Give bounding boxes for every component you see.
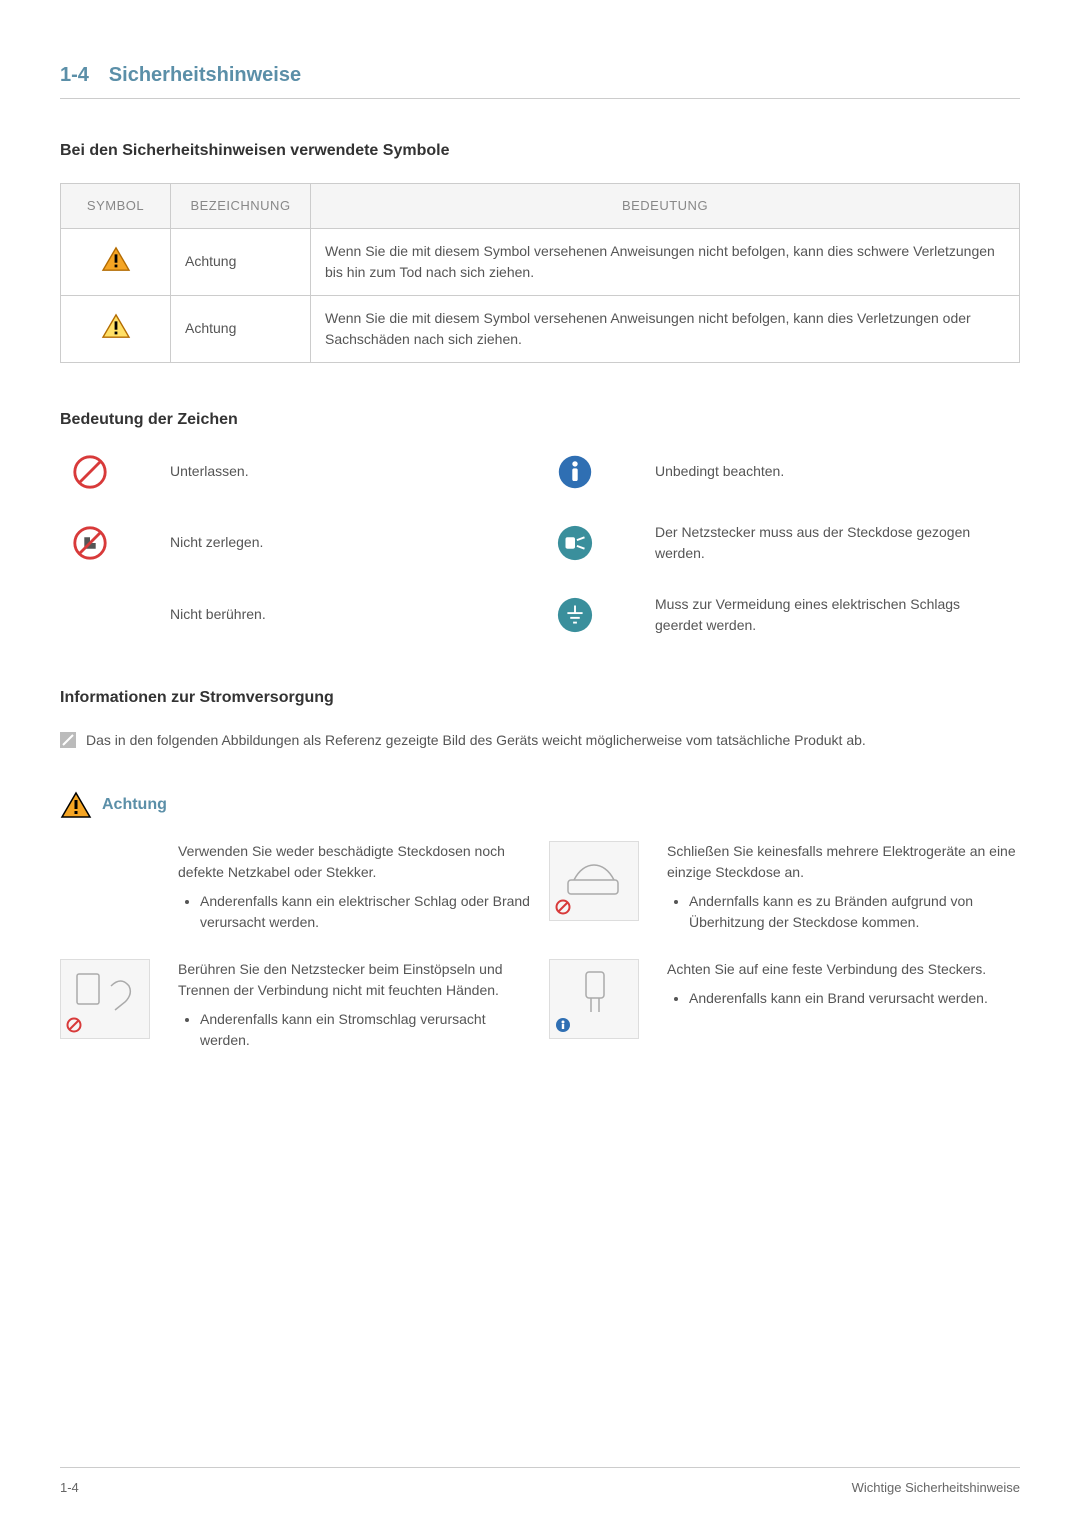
safety-main-text: Berühren Sie den Netzstecker beim Einstö… bbox=[178, 959, 531, 1001]
sign-label: Unterlassen. bbox=[170, 461, 515, 482]
note-row: Das in den folgenden Abbildungen als Ref… bbox=[60, 730, 1020, 751]
symbol-table: SYMBOL BEZEICHNUNG BEDEUTUNG Achtung Wen… bbox=[60, 183, 1020, 363]
safety-image-placeholder bbox=[549, 841, 639, 921]
ground-icon bbox=[555, 595, 595, 635]
table-col-meaning: BEDEUTUNG bbox=[311, 184, 1020, 229]
safety-main-text: Achten Sie auf eine feste Verbindung des… bbox=[667, 959, 1020, 980]
powerstrip-sketch-icon bbox=[564, 850, 626, 902]
power-heading: Informationen zur Stromversorgung bbox=[60, 686, 1020, 710]
safety-main-text: Schließen Sie keinesfalls mehrere Elektr… bbox=[667, 841, 1020, 883]
mandatory-info-icon bbox=[555, 452, 595, 492]
safety-text: Achten Sie auf eine feste Verbindung des… bbox=[667, 959, 1020, 1013]
section-title: Sicherheitshinweise bbox=[109, 64, 301, 86]
safety-bullet: Andernfalls kann es zu Bränden aufgrund … bbox=[689, 891, 1020, 933]
section-header: 1-4 Sicherheitshinweise bbox=[60, 60, 1020, 99]
meaning-cell: Wenn Sie die mit diesem Symbol versehene… bbox=[311, 295, 1020, 362]
no-touch-icon bbox=[70, 595, 110, 635]
safety-image-placeholder bbox=[60, 959, 150, 1039]
designation-cell: Achtung bbox=[171, 228, 311, 295]
table-row: Achtung Wenn Sie die mit diesem Symbol v… bbox=[61, 228, 1020, 295]
unplug-icon bbox=[555, 523, 595, 563]
signs-heading: Bedeutung der Zeichen bbox=[60, 408, 1020, 432]
meaning-cell: Wenn Sie die mit diesem Symbol versehene… bbox=[311, 228, 1020, 295]
wet-hand-plug-sketch-icon bbox=[71, 966, 141, 1024]
safety-bullet: Anderenfalls kann ein Stromschlag verurs… bbox=[200, 1009, 531, 1051]
sign-label: Der Netzstecker muss aus der Steckdose g… bbox=[655, 522, 1000, 564]
safety-image-placeholder bbox=[60, 841, 150, 921]
designation-cell: Achtung bbox=[171, 295, 311, 362]
sign-grid: Unterlassen. Unbedingt beachten. Nicht z… bbox=[60, 452, 1020, 636]
footer-left: 1-4 bbox=[60, 1478, 79, 1498]
warning-triangle-filled-icon bbox=[101, 246, 131, 272]
symbols-heading: Bei den Sicherheitshinweisen verwendete … bbox=[60, 139, 1020, 163]
safety-text: Verwenden Sie weder beschädigte Steckdos… bbox=[178, 841, 531, 937]
note-icon bbox=[60, 732, 76, 748]
note-text: Das in den folgenden Abbildungen als Ref… bbox=[86, 730, 866, 751]
sign-label: Nicht berühren. bbox=[170, 604, 515, 625]
no-disassemble-icon bbox=[70, 523, 110, 563]
section-number: 1-4 bbox=[60, 64, 89, 86]
achtung-heading: Achtung bbox=[60, 791, 1020, 819]
footer-right: Wichtige Sicherheitshinweise bbox=[852, 1478, 1020, 1498]
safety-bullet: Anderenfalls kann ein Brand verursacht w… bbox=[689, 988, 1020, 1009]
sign-label: Unbedingt beachten. bbox=[655, 461, 1000, 482]
warning-triangle-icon bbox=[60, 791, 92, 819]
table-row: Achtung Wenn Sie die mit diesem Symbol v… bbox=[61, 295, 1020, 362]
achtung-label: Achtung bbox=[102, 793, 167, 817]
sign-label: Muss zur Vermeidung eines elektrischen S… bbox=[655, 594, 1000, 636]
symbol-cell bbox=[61, 228, 171, 295]
plug-firm-sketch-icon bbox=[568, 968, 622, 1024]
page-container: 1-4 Sicherheitshinweise Bei den Sicherhe… bbox=[0, 0, 1080, 1527]
safety-grid: Verwenden Sie weder beschädigte Steckdos… bbox=[60, 841, 1020, 1055]
power-section: Informationen zur Stromversorgung Das in… bbox=[60, 686, 1020, 1055]
table-col-symbol: SYMBOL bbox=[61, 184, 171, 229]
safety-bullet: Anderenfalls kann ein elektrischer Schla… bbox=[200, 891, 531, 933]
safety-image-placeholder bbox=[549, 959, 639, 1039]
safety-text: Schließen Sie keinesfalls mehrere Elektr… bbox=[667, 841, 1020, 937]
page-footer: 1-4 Wichtige Sicherheitshinweise bbox=[60, 1467, 1020, 1498]
safety-main-text: Verwenden Sie weder beschädigte Steckdos… bbox=[178, 841, 531, 883]
prohibit-icon bbox=[70, 452, 110, 492]
table-col-designation: BEZEICHNUNG bbox=[171, 184, 311, 229]
warning-triangle-outline-icon bbox=[101, 313, 131, 339]
safety-text: Berühren Sie den Netzstecker beim Einstö… bbox=[178, 959, 531, 1055]
sign-label: Nicht zerlegen. bbox=[170, 532, 515, 553]
symbol-cell bbox=[61, 295, 171, 362]
